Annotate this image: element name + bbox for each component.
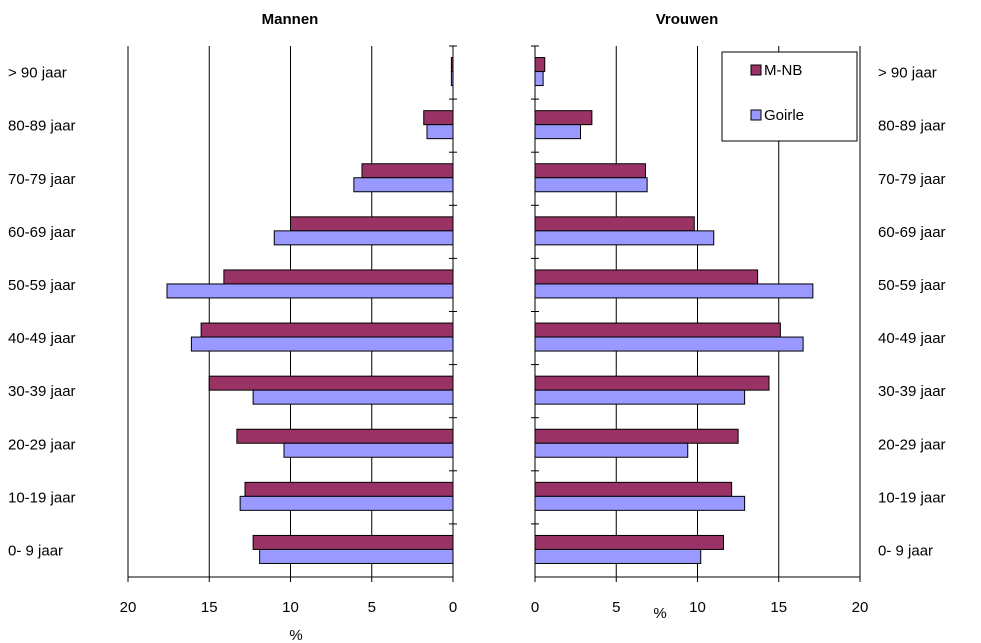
right-category-label-50-59-jaar: 50-59 jaar <box>878 277 946 294</box>
right-bar-m-nb-0-9-jaar <box>534 534 724 550</box>
left-x-axis-label: % <box>289 627 302 643</box>
right-x-tick-label-10: 10 <box>689 599 706 616</box>
right-bar-goirle-40-49-jaar <box>534 336 804 352</box>
left-category-label-20-29-jaar: 20-29 jaar <box>8 436 76 453</box>
right-bar-goirle-10-19-jaar <box>534 495 746 511</box>
right-category-labels: > 90 jaar 80-89 jaar 70-79 jaar 60-69 jaar 5… <box>878 65 946 560</box>
left-x-tick-label-20: 20 <box>120 599 137 616</box>
left-bar-goirle-50-59-jaar <box>166 283 454 299</box>
right-bar-m-nb-50-59-jaar <box>534 269 759 285</box>
right-axes <box>531 45 861 582</box>
left-bar-goirle-60-69-jaar <box>273 230 454 246</box>
right-x-axis-label: % <box>653 605 666 622</box>
left-bar-m-nb-40-49-jaar <box>200 322 454 338</box>
right-bar-m-nb-40-49-jaar <box>534 322 781 338</box>
left-bar-m-nb-70-79-jaar <box>361 163 454 179</box>
right-bar-m-nb-30-39-jaar <box>534 375 770 391</box>
left-bar-m-nb-50-59-jaar <box>223 269 454 285</box>
left-category-label-10-19-jaar: 10-19 jaar <box>8 489 76 506</box>
left-x-tick-label-5: 5 <box>368 599 376 616</box>
left-category-label-60-69-jaar: 60-69 jaar <box>8 224 76 241</box>
right-bar-m-nb-60-69-jaar <box>534 216 695 232</box>
left-category-label-30-39-jaar: 30-39 jaar <box>8 383 76 400</box>
legend-swatch-goirle <box>750 109 762 121</box>
left-bar-goirle-20-29-jaar <box>283 442 454 458</box>
left-x-tick-label-0: 0 <box>449 599 457 616</box>
right-bar-m-nb-80-89-jaar <box>534 110 593 126</box>
left-bar-goirle-10-19-jaar <box>239 495 454 511</box>
right-category-label-90-jaar: > 90 jaar <box>878 65 937 82</box>
left-bar-m-nb-80-89-jaar <box>423 110 454 126</box>
right-bar-m-nb-90-jaar <box>534 57 546 73</box>
right-bar-m-nb-20-29-jaar <box>534 428 739 444</box>
right-category-label-80-89-jaar: 80-89 jaar <box>878 118 946 135</box>
legend: M-NB Goirle <box>721 51 858 142</box>
left-category-label-50-59-jaar: 50-59 jaar <box>8 277 76 294</box>
left-bar-goirle-30-39-jaar <box>252 389 454 405</box>
left-x-tick-label-10: 10 <box>282 599 299 616</box>
right-category-label-10-19-jaar: 10-19 jaar <box>878 489 946 506</box>
right-bar-goirle-90-jaar <box>534 71 544 87</box>
left-panel-mannen: Mannen > 90 jaar 80-89 jaar 70-79 jaar 60-6… <box>8 11 457 643</box>
right-bar-goirle-30-39-jaar <box>534 389 746 405</box>
left-bar-goirle-40-49-jaar <box>190 336 454 352</box>
right-chart-title: Vrouwen <box>656 11 719 28</box>
right-tick-labels: 0 5 10 15 20 <box>531 599 869 616</box>
legend-box <box>721 51 858 142</box>
right-bar-m-nb-70-79-jaar <box>534 163 646 179</box>
right-x-tick-label-0: 0 <box>531 599 539 616</box>
right-category-label-20-29-jaar: 20-29 jaar <box>878 436 946 453</box>
left-bar-m-nb-30-39-jaar <box>208 375 454 391</box>
left-category-label-0-9-jaar: 0- 9 jaar <box>8 542 63 559</box>
left-bar-m-nb-10-19-jaar <box>244 481 454 497</box>
right-bar-goirle-50-59-jaar <box>534 283 814 299</box>
right-panel-vrouwen: Vrouwen > 90 jaar 80-89 jaar 70-79 jaar 60-… <box>531 11 946 622</box>
left-category-labels: > 90 jaar 80-89 jaar 70-79 jaar 60-69 jaar 5… <box>8 65 76 560</box>
right-category-label-0-9-jaar: 0- 9 jaar <box>878 542 933 559</box>
left-x-tick-label-15: 15 <box>201 599 218 616</box>
right-x-tick-label-5: 5 <box>612 599 620 616</box>
left-tick-labels: 20 15 10 5 0 <box>120 599 458 616</box>
left-bar-m-nb-60-69-jaar <box>290 216 454 232</box>
left-bar-m-nb-0-9-jaar <box>252 534 454 550</box>
right-bar-m-nb-10-19-jaar <box>534 481 733 497</box>
left-chart-title: Mannen <box>262 11 319 28</box>
right-bar-goirle-60-69-jaar <box>534 230 715 246</box>
left-category-label-90-jaar: > 90 jaar <box>8 65 67 82</box>
right-bar-goirle-80-89-jaar <box>534 124 581 140</box>
right-category-label-60-69-jaar: 60-69 jaar <box>878 224 946 241</box>
right-category-label-40-49-jaar: 40-49 jaar <box>878 330 946 347</box>
right-bar-goirle-20-29-jaar <box>534 442 689 458</box>
left-axes <box>127 45 457 582</box>
left-bars <box>166 57 454 564</box>
left-bar-goirle-80-89-jaar <box>426 124 454 140</box>
right-category-label-70-79-jaar: 70-79 jaar <box>878 171 946 188</box>
right-x-tick-label-20: 20 <box>852 599 869 616</box>
left-category-label-80-89-jaar: 80-89 jaar <box>8 118 76 135</box>
right-bar-goirle-0-9-jaar <box>534 548 702 564</box>
left-bar-m-nb-20-29-jaar <box>236 428 454 444</box>
left-bar-goirle-70-79-jaar <box>353 177 454 193</box>
legend-swatch-mnb <box>750 64 762 76</box>
left-bar-goirle-0-9-jaar <box>259 548 454 564</box>
right-category-label-30-39-jaar: 30-39 jaar <box>878 383 946 400</box>
left-category-label-40-49-jaar: 40-49 jaar <box>8 330 76 347</box>
left-category-label-70-79-jaar: 70-79 jaar <box>8 171 76 188</box>
legend-label-mnb: M-NB <box>764 62 802 79</box>
legend-label-goirle: Goirle <box>764 107 804 124</box>
right-x-tick-label-15: 15 <box>770 599 787 616</box>
right-bar-goirle-70-79-jaar <box>534 177 648 193</box>
